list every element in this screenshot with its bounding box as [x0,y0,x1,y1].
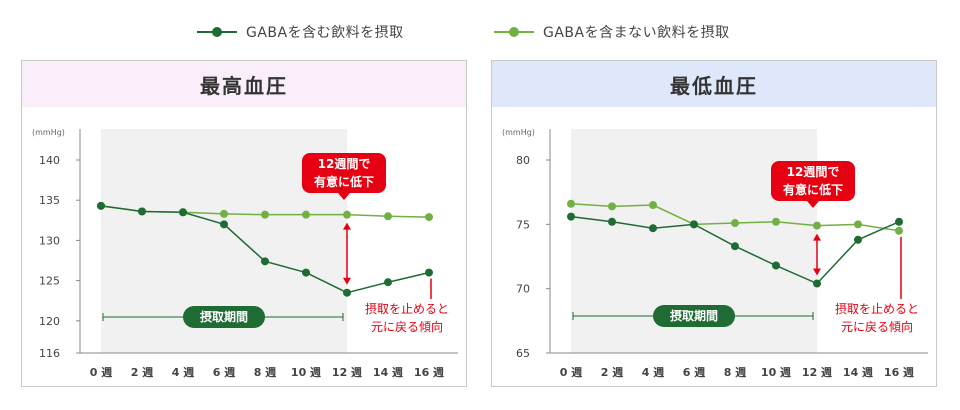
legend-item-with-gaba: GABAを含む飲料を摂取 [197,20,404,44]
y-tick-label: 135 [39,194,60,207]
difference-arrow-head-down [343,277,351,285]
x-tick-label: 14 週 [843,365,873,379]
callout-line-2: 有意に低下 [313,175,374,189]
difference-arrow-head-down [813,268,821,276]
data-point-with-gaba [854,235,862,244]
data-point-with-gaba [343,288,351,297]
annotation-line-2: 元に戻る傾向 [840,320,913,334]
y-tick-label: 140 [39,154,60,167]
x-tick-label: 10 週 [761,365,791,379]
data-point-with-gaba [97,201,105,210]
diastolic-significance-callout: 12週間で 有意に低下 [771,161,855,208]
x-tick-label: 14 週 [373,365,403,379]
annotation-line-1: 摂取を止めると [364,302,449,316]
y-axis-unit: (mmHg) [502,128,535,137]
x-tick-label: 0 週 [90,365,112,379]
systolic-chart-title: 最高血圧 [22,61,466,107]
legend-label-with-gaba: GABAを含む飲料を摂取 [246,25,404,41]
y-tick-label: 70 [516,283,530,296]
systolic-chart-plot: (mmHg) 140 135 130 125 120 116 0 週 2 週 4 週 6 週 8 週 1… [32,128,458,379]
x-tick-label: 8 週 [724,365,746,379]
data-point-without-gaba [343,210,351,219]
data-point-with-gaba [608,217,616,226]
diastolic-chart-title: 最低血圧 [492,61,936,107]
y-axis-unit: (mmHg) [32,128,65,137]
annotation-line-2: 元に戻る傾向 [370,320,443,334]
data-point-with-gaba [772,261,780,270]
data-point-without-gaba [649,201,657,210]
systolic-significance-callout: 12週間で 有意に低下 [302,153,386,200]
x-tick-label: 6 週 [683,365,705,379]
data-point-without-gaba [772,217,780,226]
data-point-without-gaba [425,213,433,222]
x-tick-label: 8 週 [254,365,276,379]
data-point-without-gaba [384,212,392,221]
data-point-without-gaba [813,221,821,230]
x-tick-label: 2 週 [131,365,153,379]
x-tick-label: 4 週 [172,365,194,379]
x-tick-label: 4 週 [642,365,664,379]
y-tick-label: 65 [516,347,530,360]
y-tick-label: 125 [39,275,60,288]
data-point-without-gaba [220,209,228,218]
intake-period-label: 摂取期間 [200,309,248,324]
y-tick-label: 80 [516,154,530,167]
data-point-with-gaba [731,242,739,251]
callout-line-2: 有意に低下 [782,183,843,197]
x-tick-label: 10 週 [291,365,321,379]
callout-line-1: 12週間で [786,165,840,179]
x-tick-label: 2 週 [601,365,623,379]
y-tick-label: 75 [516,218,530,231]
x-tick-label: 16 週 [884,365,914,379]
intake-period-pill [653,305,735,327]
difference-arrow-head-up [343,222,351,230]
data-point-without-gaba [731,219,739,228]
annotation-line-1: 摂取を止めると [834,302,919,316]
diastolic-rebound-annotation: 摂取を止めると 元に戻る傾向 [827,300,927,336]
data-point-with-gaba [179,208,187,217]
intake-period-label: 摂取期間 [670,308,718,323]
data-point-without-gaba [608,202,616,211]
y-tick-label: 120 [39,315,60,328]
diastolic-chart-panel: 最低血圧 (mmHg) 80 75 70 65 0 週 2 週 4 週 6 週 8 週 10 週 12… [491,60,937,387]
y-tick-label: 116 [39,347,60,360]
data-point-with-gaba [813,279,821,288]
intake-period-pill [183,306,265,328]
data-point-with-gaba [425,268,433,277]
x-tick-label: 6 週 [213,365,235,379]
legend-item-without-gaba: GABAを含まない飲料を摂取 [494,20,730,44]
systolic-rebound-annotation: 摂取を止めると 元に戻る傾向 [357,300,457,336]
data-point-with-gaba [261,257,269,266]
data-point-with-gaba [649,224,657,233]
difference-arrow-head-up [813,233,821,241]
legend-marker-without-gaba [494,20,534,44]
systolic-chart-panel: 最高血圧 (mmHg) 140 135 130 125 120 116 0 週 2 週 4 週 6 … [21,60,467,387]
diastolic-chart-plot: (mmHg) 80 75 70 65 0 週 2 週 4 週 6 週 8 週 10 週 12 週 14 … [502,128,928,379]
data-point-without-gaba [854,220,862,229]
data-point-with-gaba [302,268,310,277]
data-point-without-gaba [567,199,575,208]
data-point-without-gaba [302,210,310,219]
data-point-with-gaba [138,207,146,216]
legend-marker-with-gaba [197,20,237,44]
data-point-with-gaba [220,220,228,229]
callout-line-1: 12週間で [317,157,371,171]
legend-label-without-gaba: GABAを含まない飲料を摂取 [543,25,730,41]
x-tick-label: 16 週 [414,365,444,379]
data-point-without-gaba [895,226,903,235]
y-tick-label: 130 [39,234,60,247]
data-point-with-gaba [567,212,575,221]
chart-legend: GABAを含む飲料を摂取 GABAを含まない飲料を摂取 [0,20,960,44]
data-point-without-gaba [261,210,269,219]
x-tick-label: 0 週 [560,365,582,379]
data-point-with-gaba [384,278,392,287]
x-tick-label: 12 週 [802,365,832,379]
data-point-with-gaba [895,217,903,226]
x-tick-label: 12 週 [332,365,362,379]
data-point-with-gaba [690,220,698,229]
